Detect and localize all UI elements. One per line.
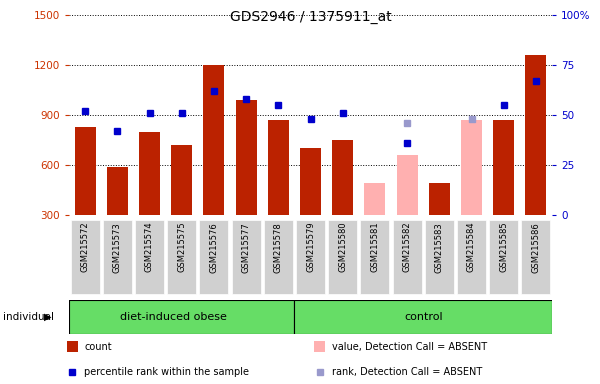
Text: GSM215583: GSM215583 [435,222,444,273]
Text: rank, Detection Call = ABSENT: rank, Detection Call = ABSENT [332,366,482,377]
Text: GSM215584: GSM215584 [467,222,476,272]
FancyBboxPatch shape [425,220,454,295]
Text: ▶: ▶ [44,312,51,322]
Text: GSM215581: GSM215581 [370,222,379,272]
Text: diet-induced obese: diet-induced obese [120,312,227,322]
FancyBboxPatch shape [295,300,552,334]
FancyBboxPatch shape [103,220,132,295]
FancyBboxPatch shape [457,220,486,295]
Text: GSM215580: GSM215580 [338,222,347,272]
FancyBboxPatch shape [361,220,389,295]
FancyBboxPatch shape [69,300,552,334]
FancyBboxPatch shape [521,220,550,295]
FancyBboxPatch shape [71,220,100,295]
FancyBboxPatch shape [392,220,422,295]
Text: GSM215586: GSM215586 [532,222,541,273]
FancyBboxPatch shape [69,300,295,334]
Text: GSM215582: GSM215582 [403,222,412,272]
FancyBboxPatch shape [232,220,260,295]
Text: GDS2946 / 1375911_at: GDS2946 / 1375911_at [230,10,391,23]
FancyBboxPatch shape [167,220,196,295]
Text: percentile rank within the sample: percentile rank within the sample [84,366,249,377]
Bar [203,65,224,215]
Bar [364,184,385,215]
Bar [139,132,160,215]
Bar [314,341,325,352]
FancyBboxPatch shape [264,220,293,295]
Bar [526,55,547,215]
Text: count: count [84,341,112,352]
FancyBboxPatch shape [489,220,518,295]
Text: individual: individual [3,312,54,322]
Text: GSM215579: GSM215579 [306,222,315,272]
Bar [332,140,353,215]
FancyBboxPatch shape [199,220,229,295]
Text: GSM215574: GSM215574 [145,222,154,272]
Text: control: control [404,312,443,322]
Bar [300,149,321,215]
Bar [107,167,128,215]
Bar [397,155,418,215]
FancyBboxPatch shape [135,220,164,295]
Text: GSM215572: GSM215572 [80,222,89,272]
Text: GSM215585: GSM215585 [499,222,508,272]
Bar [268,120,289,215]
Bar [67,341,78,352]
Bar [429,184,450,215]
Bar [461,120,482,215]
Text: GSM215575: GSM215575 [177,222,186,272]
Text: GSM215577: GSM215577 [242,222,251,273]
Text: GSM215578: GSM215578 [274,222,283,273]
Bar [236,100,257,215]
Bar [74,127,95,215]
Text: value, Detection Call = ABSENT: value, Detection Call = ABSENT [332,341,487,352]
Bar [493,120,514,215]
Text: GSM215573: GSM215573 [113,222,122,273]
Text: GSM215576: GSM215576 [209,222,218,273]
FancyBboxPatch shape [296,220,325,295]
FancyBboxPatch shape [328,220,357,295]
Bar [171,145,192,215]
